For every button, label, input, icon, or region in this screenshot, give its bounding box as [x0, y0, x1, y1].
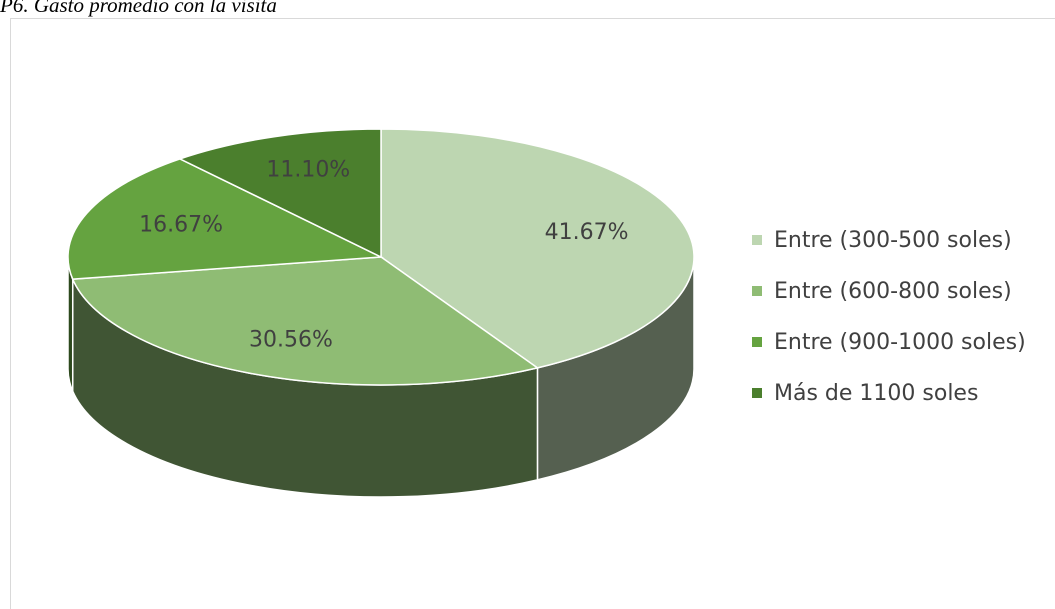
- pie-slice: [380, 128, 695, 369]
- legend-label: Entre (600-800 soles): [774, 279, 1012, 304]
- legend-label: Entre (900-1000 soles): [774, 330, 1026, 355]
- pie-tops: [67, 128, 695, 386]
- data-label: 30.56%: [249, 328, 333, 353]
- legend-label: Entre (300-500 soles): [774, 228, 1012, 253]
- pie-labels: 41.67% 30.56% 16.67% 11.10%: [139, 157, 628, 352]
- pie-slice: [71, 256, 540, 386]
- legend-swatch: [752, 235, 762, 245]
- data-label: 16.67%: [139, 212, 223, 237]
- legend-swatch: [752, 286, 762, 296]
- legend-swatch: [752, 337, 762, 347]
- pie-slice: [178, 128, 382, 259]
- chart-title: P6. Gasto promedio con la visita: [0, 0, 277, 17]
- legend-label: Más de 1100 soles: [774, 381, 978, 406]
- data-label: 11.10%: [266, 157, 350, 182]
- pie-walls: [67, 256, 695, 498]
- legend: Entre (300-500 soles) Entre (600-800 sole…: [752, 228, 1026, 406]
- pie-slice: [67, 158, 384, 280]
- data-label: 41.67%: [545, 220, 629, 245]
- legend-swatch: [752, 388, 762, 398]
